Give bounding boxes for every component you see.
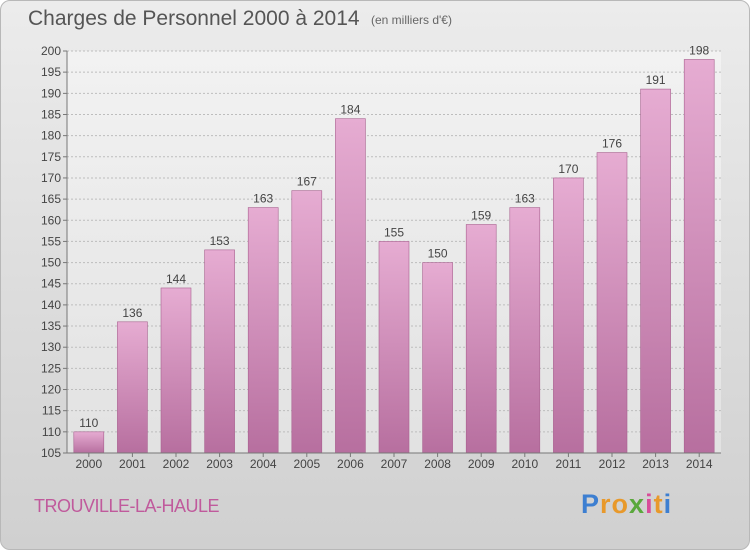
y-tick-label: 195: [41, 65, 61, 79]
y-tick-label: 135: [41, 319, 61, 333]
bar-value-label: 167: [297, 175, 317, 189]
y-tick-label: 145: [41, 277, 61, 291]
bar-value-label: 184: [340, 103, 360, 117]
bar: [160, 287, 192, 454]
x-tick-label: 2001: [119, 457, 146, 471]
y-tick-label: 165: [41, 192, 61, 206]
y-tick-label: 155: [41, 234, 61, 248]
logo-letter: t: [653, 489, 664, 519]
bar-value-label: 150: [428, 247, 448, 261]
y-tick-label: 180: [41, 129, 61, 143]
bar: [335, 118, 366, 454]
bars: 110 136 144 153 163 167 184 155 150 159 163 170 176 1…: [73, 43, 715, 454]
y-tick-label: 130: [41, 340, 61, 354]
bar: [204, 249, 235, 454]
y-tick-label: 115: [42, 404, 61, 418]
bar-value-label: 170: [558, 162, 578, 176]
bar-value-label: 153: [210, 234, 230, 248]
proxiti-logo: Proxiti: [581, 489, 672, 520]
logo-letter: i: [663, 489, 673, 519]
y-tick-label: 160: [41, 213, 61, 227]
bar-value-label: 110: [79, 416, 98, 430]
bar: [596, 152, 628, 454]
bar-value-label: 191: [646, 73, 666, 87]
y-tick-label: 110: [42, 425, 61, 439]
bar: [247, 207, 279, 454]
logo-letter: x: [629, 489, 646, 519]
x-tick-label: 2013: [642, 457, 669, 471]
commune-name: TROUVILLE-LA-HAULE: [34, 496, 220, 516]
x-tick-label: 2005: [293, 457, 320, 471]
x-tick-label: 2006: [337, 457, 364, 471]
x-tick-label: 2014: [686, 457, 713, 471]
y-tick-label: 200: [41, 44, 61, 58]
x-tick-label: 2011: [555, 457, 581, 471]
logo-letter: r: [600, 489, 612, 519]
bar-value-label: 176: [602, 137, 622, 151]
y-axis: 105 110 115 120 125 130 135 140 145 150 155 160 165 1…: [41, 44, 68, 460]
bar: [73, 431, 105, 454]
bar-value-label: 163: [253, 192, 273, 206]
y-tick-label: 140: [41, 298, 61, 312]
bar: [683, 59, 715, 454]
y-tick-label: 125: [41, 361, 61, 375]
bar-value-label: 163: [515, 192, 535, 206]
bar: [378, 241, 410, 454]
bar-value-label: 136: [122, 306, 142, 320]
y-tick-label: 105: [41, 446, 61, 460]
logo-letter: P: [581, 489, 601, 519]
bar: [117, 321, 148, 454]
bar-value-label: 198: [689, 43, 709, 57]
x-tick-label: 2010: [511, 457, 538, 471]
bar: [640, 88, 671, 454]
y-tick-label: 185: [41, 107, 61, 121]
x-tick-label: 2009: [468, 457, 495, 471]
y-tick-label: 120: [41, 383, 61, 397]
chart-subtitle: (en milliers d'€): [371, 13, 452, 27]
x-tick-label: 2012: [599, 457, 626, 471]
x-tick-label: 2004: [250, 457, 277, 471]
y-tick-label: 170: [41, 171, 61, 185]
x-tick-label: 2002: [163, 457, 190, 471]
y-tick-label: 175: [41, 150, 61, 164]
bar: [465, 224, 497, 454]
bar-value-label: 144: [166, 272, 186, 286]
y-tick-label: 190: [41, 86, 61, 100]
bar-value-label: 155: [384, 225, 404, 239]
y-tick-label: 150: [41, 256, 61, 270]
bar: [422, 262, 453, 454]
x-tick-label: 2003: [206, 457, 233, 471]
logo-letter: i: [645, 489, 654, 519]
logo-letter: o: [611, 489, 630, 519]
x-tick-label: 2007: [381, 457, 408, 471]
bar-value-label: 159: [471, 208, 491, 222]
bar: [291, 190, 323, 454]
chart-title: Charges de Personnel 2000 à 2014: [28, 7, 360, 30]
x-tick-label: 2000: [75, 457, 102, 471]
bar: [553, 177, 584, 454]
bar: [509, 207, 541, 454]
x-tick-label: 2008: [424, 457, 451, 471]
x-axis: 2000 2001 2002 2003 2004 2005 2006 2007 2008 2009…: [67, 452, 721, 471]
